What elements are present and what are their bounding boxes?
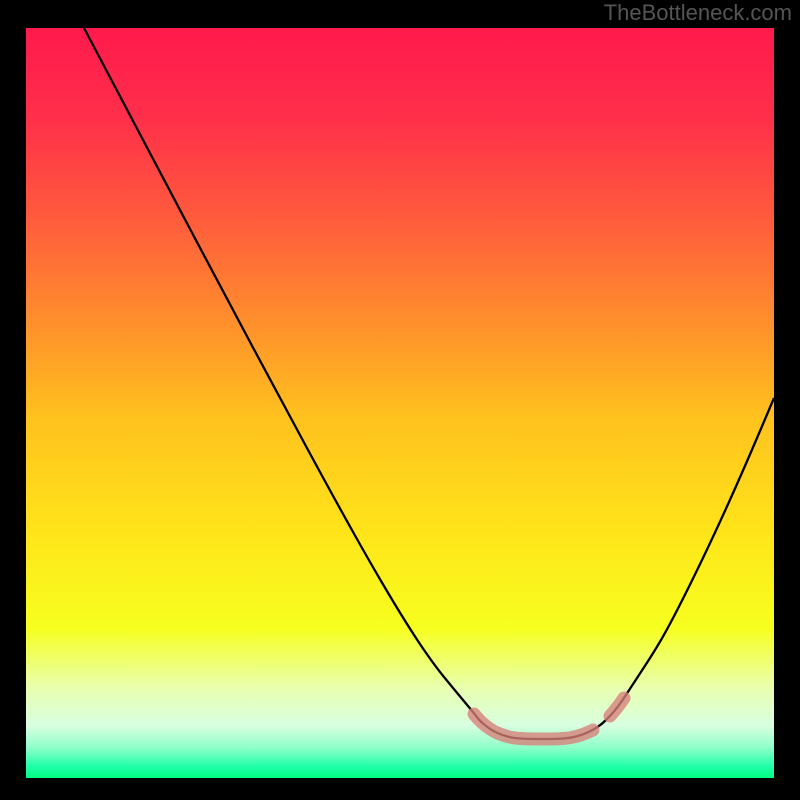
chart-canvas: TheBottleneck.com — [0, 0, 800, 800]
watermark-text: TheBottleneck.com — [604, 0, 792, 26]
gradient-background — [26, 28, 774, 778]
plot-area — [26, 28, 774, 778]
chart-svg — [26, 28, 774, 778]
